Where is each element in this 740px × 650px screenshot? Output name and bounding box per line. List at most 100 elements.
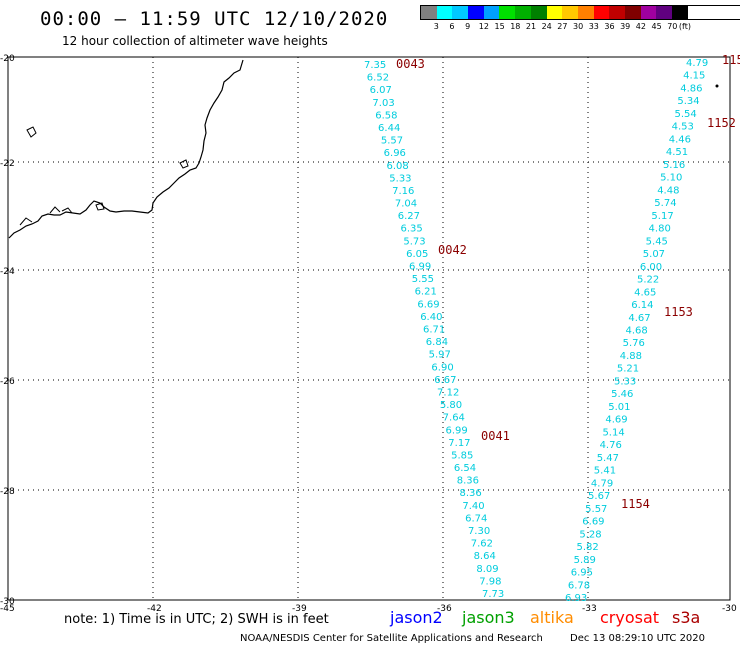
wave-height-value: 5.33 — [614, 376, 636, 387]
color-scale-label: 15 — [494, 22, 505, 31]
wave-height-value: 8.64 — [474, 551, 496, 562]
wave-height-value: 6.08 — [386, 161, 408, 172]
wave-height-value: 6.52 — [367, 73, 389, 84]
color-swatch — [515, 6, 531, 19]
wave-height-value: 5.16 — [663, 160, 685, 171]
color-scale-label: 12 — [478, 22, 489, 31]
color-scale-labels: 3 6 9 12 15 18 21 24 27 30 33 36 39 42 45 70 (ft) — [420, 22, 740, 34]
color-scale-label: 9 — [465, 22, 471, 31]
wave-height-value: 5.17 — [651, 211, 673, 222]
wave-height-value: 6.54 — [454, 463, 476, 474]
pass-time-label: 0043 — [396, 57, 425, 71]
wave-height-value: 4.51 — [666, 147, 688, 158]
wave-height-value: 4.68 — [626, 326, 648, 337]
wave-height-value: 5.89 — [574, 555, 596, 566]
pass-time-label: 1153 — [664, 305, 693, 319]
pass-time-labels: 0043 0042 0041 115 1152 1153 1154 — [396, 53, 740, 511]
color-swatch — [656, 6, 672, 19]
longitude-label: -45 — [0, 604, 15, 614]
wave-height-value: 6.78 — [568, 580, 590, 591]
wave-height-value: 4.86 — [680, 83, 702, 94]
wave-height-value: 5.82 — [577, 542, 599, 553]
wave-height-value: 6.05 — [406, 249, 428, 260]
wave-height-value: 5.41 — [594, 466, 616, 477]
wave-height-value: 5.46 — [611, 389, 633, 400]
wave-height-value: 6.58 — [375, 110, 397, 121]
longitude-label: -42 — [147, 604, 162, 614]
map-title: 00:00 – 11:59 UTC 12/10/2020 — [40, 8, 389, 30]
color-scale-label: 42 — [635, 22, 646, 31]
wave-height-value: 4.15 — [683, 71, 705, 82]
coastline-island — [26, 126, 37, 138]
color-scale-label: (ft) — [678, 22, 691, 31]
wave-height-value: 4.76 — [600, 440, 622, 451]
wave-height-value: 5.10 — [660, 173, 682, 184]
wave-height-value: 5.33 — [389, 173, 411, 184]
pass-time-label: 1152 — [707, 116, 736, 130]
latitude-label: -24 — [0, 267, 15, 277]
wave-height-value: 6.00 — [640, 262, 662, 273]
wave-height-value: 6.07 — [370, 85, 392, 96]
wave-height-value: 7.16 — [392, 186, 414, 197]
color-scale-label: 30 — [573, 22, 584, 31]
wave-height-value: 5.01 — [608, 402, 630, 413]
color-swatch — [577, 6, 594, 19]
wave-height-value: 5.14 — [602, 427, 624, 438]
wave-height-value: 6.96 — [384, 148, 406, 159]
wave-height-value: 6.35 — [401, 224, 423, 235]
wave-height-value: 5.57 — [585, 504, 607, 515]
longitude-label: -36 — [437, 604, 452, 614]
color-scale-label: 70 — [667, 22, 678, 31]
color-swatch — [421, 6, 437, 19]
wave-height-value: 4.69 — [605, 415, 627, 426]
coastline-island — [179, 159, 189, 169]
wave-height-value: 5.28 — [579, 529, 601, 540]
wave-height-value: 4.65 — [634, 287, 656, 298]
color-scale-label: 36 — [604, 22, 615, 31]
wave-height-value: 4.53 — [672, 122, 694, 133]
wave-height-value: 6.71 — [423, 325, 445, 336]
wave-height-value: 5.57 — [381, 136, 403, 147]
coastline — [8, 59, 244, 239]
wave-height-value: 6.27 — [398, 211, 420, 222]
wave-height-value: 6.74 — [465, 513, 487, 524]
latitude-label: -20 — [0, 54, 15, 64]
pass-time-label: 1154 — [621, 497, 650, 511]
credit-text: NOAA/NESDIS Center for Satellite Applica… — [240, 633, 543, 644]
color-swatch — [609, 6, 625, 19]
wave-height-value: 8.09 — [476, 564, 498, 575]
satellite-legend-cryosat: cryosat — [600, 608, 660, 627]
wave-height-value: 5.47 — [597, 453, 619, 464]
wave-height-value: 7.73 — [482, 589, 504, 600]
wave-height-value: 5.07 — [643, 249, 665, 260]
wave-height-value: 5.80 — [440, 400, 462, 411]
color-scale-label: 24 — [541, 22, 552, 31]
latitude-label: -28 — [0, 487, 15, 497]
wave-height-value: 7.30 — [468, 526, 490, 537]
wave-height-value: 5.34 — [677, 96, 699, 107]
color-swatch — [436, 6, 453, 19]
footer-note: note: 1) Time is in UTC; 2) SWH is in fe… — [64, 612, 329, 627]
pass-time-label: 0041 — [481, 429, 510, 443]
wave-height-value: 7.98 — [479, 576, 501, 587]
axis-labels: -45 -42 -39 -36 -33 -30 -20 -22 -24 -26 -28 -30 — [0, 54, 737, 614]
coastline-island — [95, 202, 105, 211]
graticule — [8, 57, 730, 600]
wave-height-value: 6.95 — [571, 568, 593, 579]
wave-height-value: 7.64 — [443, 413, 465, 424]
coastline-bay — [19, 206, 73, 226]
wave-height-value: 4.46 — [669, 134, 691, 145]
wave-height-value: 6.84 — [426, 337, 448, 348]
color-swatch — [452, 6, 469, 19]
color-scale-label: 39 — [620, 22, 631, 31]
color-swatch — [593, 6, 610, 19]
longitude-label: -30 — [722, 604, 737, 614]
wave-height-value: 5.76 — [623, 338, 645, 349]
satellite-legend-jason3: jason3 — [462, 608, 515, 627]
wave-height-value: 6.14 — [631, 300, 653, 311]
wave-height-value: 4.79 — [591, 478, 613, 489]
color-scale-label: 6 — [449, 22, 455, 31]
wave-height-value: 5.97 — [429, 350, 451, 361]
data-point-marker — [715, 84, 719, 88]
